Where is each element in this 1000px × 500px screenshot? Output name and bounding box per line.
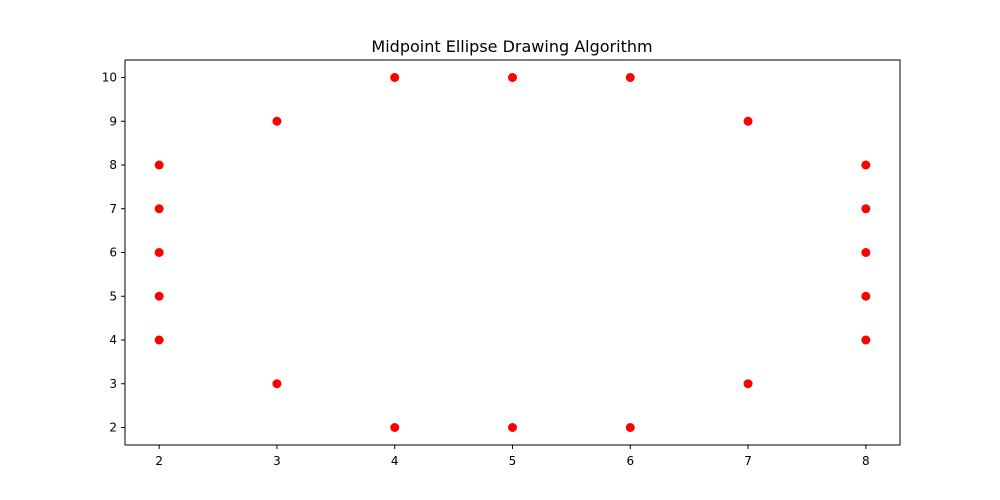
y-tick-label-3: 3: [109, 377, 117, 391]
data-point-4-10: [390, 73, 400, 82]
data-point-4-2: [390, 423, 400, 432]
data-point-2-5: [154, 291, 164, 301]
data-point-7-9: [743, 116, 753, 126]
x-tick-label-2: 2: [155, 454, 163, 468]
chart-title: Midpoint Ellipse Drawing Algorithm: [371, 37, 652, 56]
data-point-7-3: [743, 379, 753, 389]
data-point-2-4: [154, 335, 164, 345]
y-tick-label-10: 10: [102, 71, 117, 85]
y-tick-label-6: 6: [109, 246, 117, 260]
x-tick-label-4: 4: [391, 454, 399, 468]
data-point-2-6: [154, 248, 164, 257]
y-tick-label-5: 5: [109, 289, 117, 303]
y-tick-label-7: 7: [109, 202, 117, 216]
plot-area: 2 3 4 5 6 7 8 2 3 4 5 6 7 8 9 10: [102, 59, 901, 468]
y-tick-label-2: 2: [109, 421, 117, 435]
data-point-8-5: [861, 291, 871, 301]
data-point-2-8: [154, 160, 164, 170]
data-point-5-10: [508, 73, 517, 82]
data-point-5-2: [508, 423, 517, 432]
x-tick-label-6: 6: [626, 454, 634, 468]
data-point-6-2: [625, 423, 635, 432]
data-point-3-3: [272, 379, 282, 389]
data-point-3-9: [272, 116, 282, 126]
data-point-8-6: [861, 248, 871, 257]
data-point-8-7: [861, 204, 871, 214]
data-point-8-8: [861, 160, 871, 170]
x-tick-label-3: 3: [273, 454, 281, 468]
x-tick-label-5: 5: [509, 454, 517, 468]
x-tick-label-8: 8: [862, 454, 870, 468]
y-tick-label-8: 8: [109, 158, 117, 172]
y-tick-label-4: 4: [109, 333, 117, 347]
data-point-8-4: [861, 335, 871, 345]
data-point-2-7: [154, 204, 164, 214]
data-point-6-10: [625, 73, 635, 82]
x-tick-label-7: 7: [744, 454, 752, 468]
y-tick-label-9: 9: [109, 114, 117, 128]
